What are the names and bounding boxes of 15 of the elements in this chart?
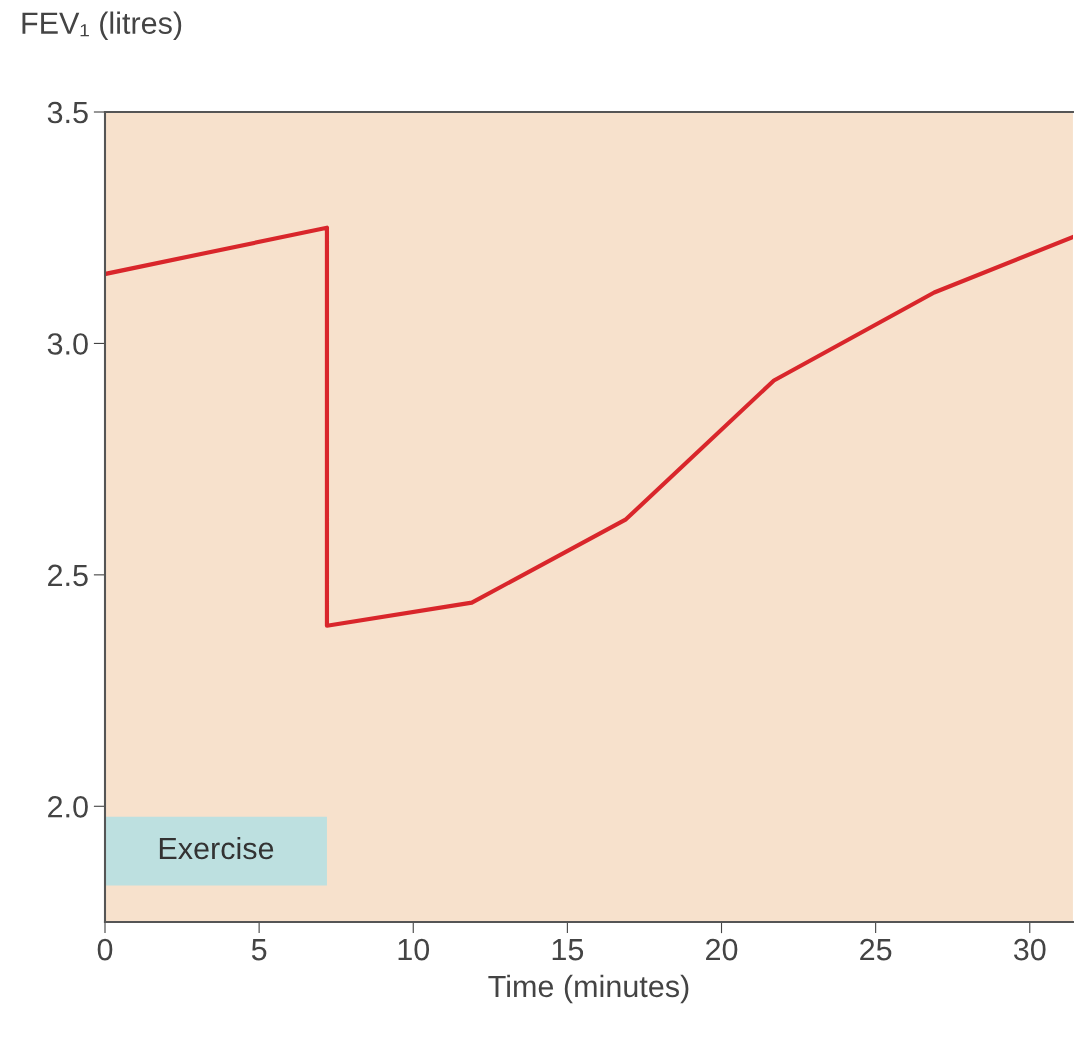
y-tick-label: 2.0 bbox=[48, 796, 88, 818]
line-series bbox=[105, 225, 1073, 628]
x-tick-label: 30 bbox=[1013, 938, 1046, 961]
y-tick-label: 3.0 bbox=[47, 333, 88, 355]
band-label: Exercise bbox=[159, 836, 274, 860]
y-tick-label: 2.5 bbox=[48, 564, 88, 587]
x-tick-label: 10 bbox=[398, 938, 430, 961]
y-axis-title: FEV₁ (litres) bbox=[22, 11, 182, 40]
x-tick-label: 0 bbox=[97, 938, 113, 961]
x-tick-label: 20 bbox=[706, 938, 738, 961]
x-tick-label: 5 bbox=[251, 939, 267, 961]
x-tick-label: 15 bbox=[552, 939, 584, 961]
y-tick-label: 3.5 bbox=[47, 101, 88, 124]
x-tick-label: 25 bbox=[860, 938, 892, 961]
x-axis-title: Time (minutes) bbox=[488, 974, 689, 1004]
